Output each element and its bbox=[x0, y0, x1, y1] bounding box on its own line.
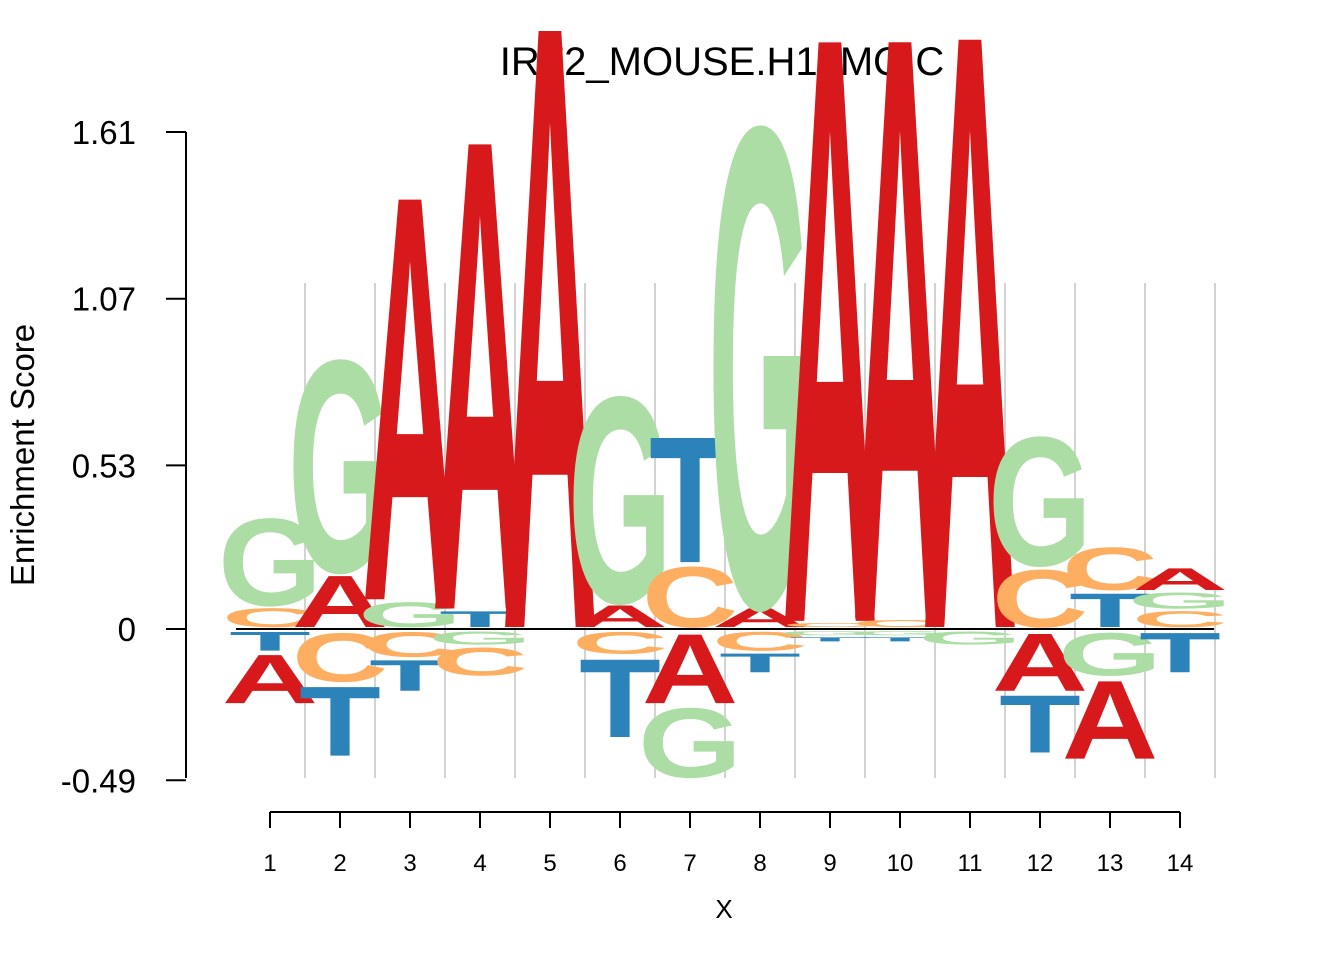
y-tick-label: 0 bbox=[118, 611, 136, 648]
logo-letter-a: A bbox=[502, 0, 599, 811]
logo-letter-c: C bbox=[572, 625, 669, 660]
logo-letter-g: G bbox=[988, 399, 1092, 605]
x-tick-label: 4 bbox=[473, 850, 486, 877]
logo-letter-g: G bbox=[288, 296, 392, 636]
logo-letter-c: C bbox=[292, 619, 389, 697]
logo-letter-c: C bbox=[852, 618, 949, 629]
x-tick-label: 13 bbox=[1097, 850, 1124, 877]
logo-letter-g: G bbox=[428, 628, 532, 649]
logo-letter-g: G bbox=[848, 630, 952, 636]
x-tick-label: 7 bbox=[683, 850, 696, 877]
y-tick-label: 0.53 bbox=[72, 447, 136, 484]
y-tick-label: 1.61 bbox=[72, 114, 136, 151]
logo-letter-a: A bbox=[432, 0, 529, 753]
logo-letter-a: A bbox=[782, 0, 879, 800]
logo-letter-a: A bbox=[992, 616, 1089, 709]
x-tick-label: 5 bbox=[543, 850, 556, 877]
chart-title: IRF2_MOUSE.H10MO.C bbox=[500, 40, 945, 84]
logo-letter-t: T bbox=[719, 648, 801, 678]
logo-letter-c: C bbox=[1062, 535, 1159, 603]
y-tick-label: 1.07 bbox=[72, 281, 136, 318]
x-tick-label: 8 bbox=[753, 850, 766, 877]
x-tick-label: 9 bbox=[823, 850, 836, 877]
logo-letter-t: T bbox=[369, 651, 451, 700]
logo-letter-c: C bbox=[712, 626, 809, 656]
logo-letter-a: A bbox=[712, 603, 809, 633]
logo-letter-t: T bbox=[229, 626, 311, 656]
x-tick-label: 1 bbox=[263, 850, 276, 877]
logo-letter-a: A bbox=[572, 599, 669, 634]
logo-letter-g: G bbox=[218, 493, 322, 632]
gridlines bbox=[304, 283, 1216, 778]
logo-letter-g: G bbox=[708, 0, 812, 751]
logo-letter-a: A bbox=[1062, 658, 1159, 783]
logo-letter-a: A bbox=[362, 74, 459, 723]
x-tick-label: 3 bbox=[403, 850, 416, 877]
logo-letter-a: A bbox=[922, 0, 1019, 809]
logo-letter-a: A bbox=[852, 0, 949, 795]
x-tick-label: 6 bbox=[613, 850, 626, 877]
logo-letter-a: A bbox=[1132, 562, 1229, 597]
x-tick-label: 11 bbox=[958, 850, 983, 877]
x-tick-label: 2 bbox=[333, 850, 346, 877]
logo-letter-c: C bbox=[222, 603, 319, 633]
logo-letter-g: G bbox=[778, 630, 882, 636]
logo-letter-t: T bbox=[649, 399, 731, 601]
y-tick-label: -0.49 bbox=[61, 762, 136, 799]
x-tick-label: 14 bbox=[1167, 850, 1194, 877]
logo-letter-t: T bbox=[299, 665, 381, 776]
logo-letter-g: G bbox=[568, 334, 672, 665]
logo-letter-c: C bbox=[362, 624, 459, 664]
logo-letter-t: T bbox=[579, 636, 661, 761]
logo-letter-c: C bbox=[432, 639, 529, 683]
y-axis-label: Enrichment Score bbox=[4, 324, 41, 586]
logo-letter-t: T bbox=[789, 636, 871, 642]
x-tick-label: 12 bbox=[1027, 850, 1054, 877]
logo-letter-g: G bbox=[638, 687, 742, 798]
logo-letter-g: G bbox=[1128, 588, 1232, 613]
logo-letter-a: A bbox=[222, 640, 319, 718]
logo-letter-t: T bbox=[999, 678, 1081, 771]
logo-letter-t: T bbox=[439, 607, 521, 632]
logo-letter-c: C bbox=[1132, 607, 1229, 632]
x-tick-label: 10 bbox=[887, 850, 914, 877]
logo-letters: CGTAAGCTGACTTAGCAAGCTCTAGAGCTCAGTCAGTAGC… bbox=[218, 0, 1232, 811]
logo-letter-g: G bbox=[918, 628, 1022, 649]
logo-letter-t: T bbox=[1139, 621, 1221, 685]
x-axis: 1 2 3 4 5 6 7 8 9 10 11 12 13 14 bbox=[263, 811, 1194, 877]
logo-letter-a: A bbox=[642, 613, 739, 724]
logo-letter-g: G bbox=[1058, 621, 1162, 689]
logo-letter-g: G bbox=[358, 595, 462, 635]
logo-letter-c: C bbox=[782, 622, 879, 628]
x-axis-label: X bbox=[715, 894, 732, 924]
y-axis: 1.61 1.07 0.53 0 -0.49 bbox=[61, 114, 187, 799]
logo-letter-t: T bbox=[859, 636, 941, 642]
